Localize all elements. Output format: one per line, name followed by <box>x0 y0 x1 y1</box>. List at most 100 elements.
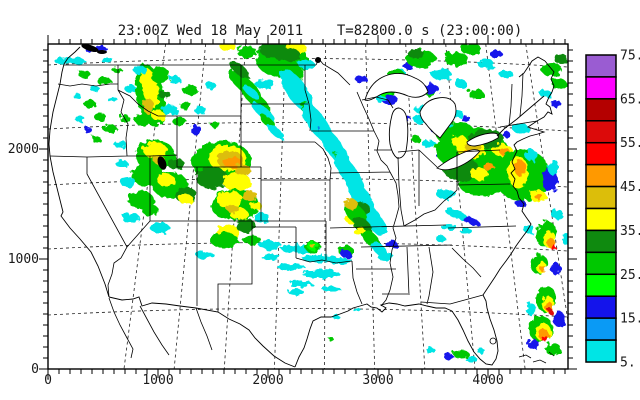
meridian-line <box>274 44 287 369</box>
precip-echo <box>444 354 454 360</box>
precip-echo <box>453 350 469 358</box>
precip-echo <box>114 140 126 148</box>
legend-tick-label: 25. <box>620 268 640 283</box>
precip-echo <box>205 81 215 89</box>
precip-echo <box>75 116 85 122</box>
lake-michigan <box>388 107 409 159</box>
precip-echo <box>237 46 257 58</box>
legend-tick-label: 35. <box>620 224 640 239</box>
precip-echo <box>217 191 243 209</box>
meridian-line <box>173 44 206 369</box>
y-axis-label: 1000 <box>8 252 39 267</box>
precip-echo <box>545 343 561 355</box>
precip-echo <box>554 54 568 64</box>
precip-echo <box>353 227 365 235</box>
legend-box-purple <box>585 54 617 78</box>
precip-echo <box>120 177 136 187</box>
precip-echo <box>179 101 191 109</box>
precip-echo <box>371 241 387 257</box>
legend-tick-label: 55. <box>620 136 640 151</box>
precip-echo <box>310 244 316 248</box>
meridian-line <box>485 44 526 369</box>
x-axis-label: 0 <box>44 373 52 388</box>
border-mexico-riogrande <box>108 296 296 368</box>
precip-echo <box>376 95 386 103</box>
precip-echo <box>514 160 526 176</box>
precip-echo <box>460 228 472 234</box>
precip-echo <box>341 250 351 258</box>
precip-echo <box>431 68 451 80</box>
precip-echo <box>382 95 398 105</box>
precip-echo <box>321 285 341 293</box>
precip-echo <box>162 105 178 115</box>
legend-box-dark-green <box>585 229 617 254</box>
precip-echo <box>461 44 481 55</box>
precip-echo <box>101 57 113 63</box>
legend-box-cyan <box>585 339 617 363</box>
precip-echo <box>182 85 198 95</box>
precip-echo <box>223 173 251 191</box>
precip-echo <box>227 205 239 213</box>
coastline-atlantic <box>482 60 555 296</box>
precip-echo <box>288 289 304 295</box>
precip-echo <box>173 118 187 126</box>
y-axis-label: 0 <box>31 362 39 377</box>
precip-echo <box>125 85 137 93</box>
precip-echo <box>280 48 300 62</box>
precip-echo <box>289 281 313 287</box>
precip-echo <box>91 136 101 142</box>
precip-echo <box>478 59 494 69</box>
precip-echo <box>196 167 228 189</box>
precip-echo <box>230 61 250 79</box>
precip-echo <box>84 100 96 108</box>
precip-echo <box>444 208 468 220</box>
legend-tick-label: 75. <box>620 49 640 64</box>
legend-box-orange <box>585 163 617 188</box>
precip-echo <box>254 213 270 223</box>
legend-box-red <box>585 120 617 144</box>
precip-echo <box>78 70 90 78</box>
precip-echo <box>542 336 548 342</box>
precip-echo <box>107 96 117 102</box>
precip-echo <box>422 140 436 148</box>
precip-echo <box>223 156 241 168</box>
precip-echo <box>190 126 202 134</box>
precip-echo <box>465 356 477 362</box>
precip-echo <box>548 160 560 176</box>
precip-echo <box>255 79 275 89</box>
lake-of-the-woods <box>315 57 321 63</box>
meridian-line <box>445 44 476 369</box>
precip-echo <box>525 149 537 161</box>
y-axis-label: 2000 <box>8 142 39 157</box>
precip-echo <box>513 124 529 134</box>
axis-labels: 0 1000 2000 3000 4000 0 1000 2000 <box>8 142 504 388</box>
precip-echo <box>411 136 421 142</box>
plot-frame <box>47 43 569 370</box>
precip-echo <box>461 116 471 122</box>
coastline-pacific <box>48 63 110 298</box>
precip-echo <box>54 58 86 64</box>
precip-echo <box>168 158 184 170</box>
precip-echo <box>267 124 285 140</box>
precip-echo <box>194 106 206 114</box>
precip-echo <box>441 224 457 230</box>
precip-echo <box>355 75 367 83</box>
precip-echo <box>426 348 436 354</box>
legend-tick-label: 65. <box>620 92 640 107</box>
precip-echo <box>461 216 481 226</box>
precip-echo <box>196 251 214 259</box>
precip-echo <box>179 194 193 204</box>
legend-box-gold <box>585 185 617 210</box>
meridian-line <box>324 44 327 369</box>
precip-echo <box>122 213 140 223</box>
color-scale-legend: 75. 65. 55. 45. 35. 25. 15. 5. <box>585 49 640 371</box>
coastline-bc <box>63 46 81 65</box>
precip-echo <box>477 348 485 354</box>
precip-echo <box>157 174 175 186</box>
precip-echo <box>551 100 561 108</box>
lake-ontario <box>466 132 499 147</box>
legend-box-green <box>585 251 617 276</box>
legend-box-bright-red <box>585 141 617 166</box>
precip-echo <box>103 125 117 133</box>
